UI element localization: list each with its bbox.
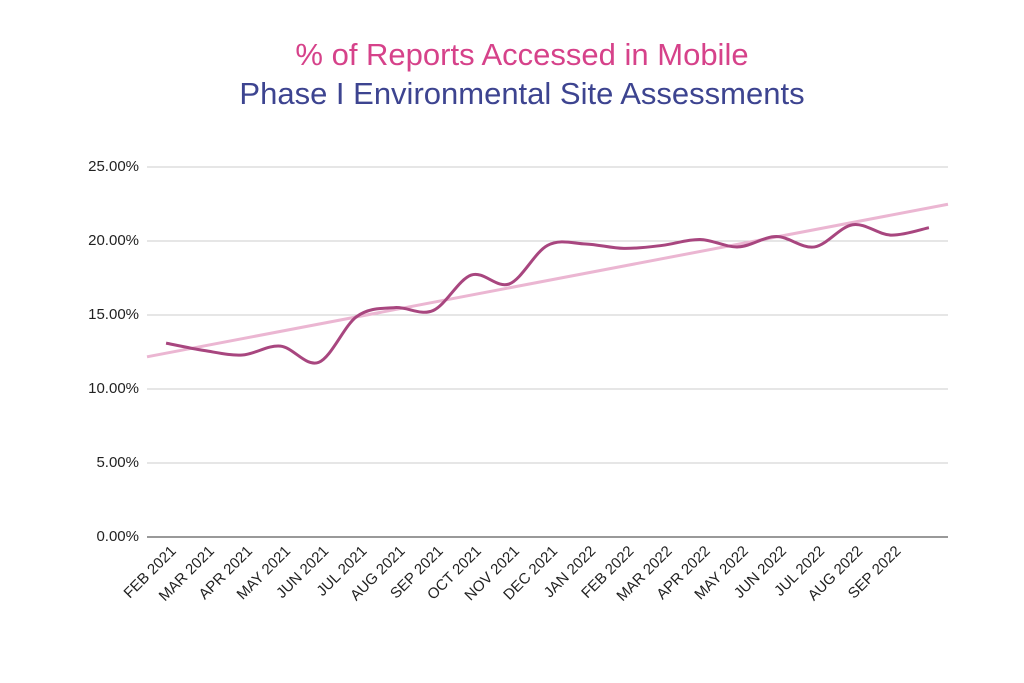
y-tick-label: 0.00% <box>96 528 139 545</box>
y-tick-label: 5.00% <box>96 454 139 471</box>
trendline <box>146 202 949 359</box>
chart-subtitle: Phase I Environmental Site Assessments <box>239 76 804 111</box>
y-tick-label: 20.00% <box>88 232 139 249</box>
y-tick-label: 15.00% <box>88 306 139 323</box>
data-line <box>165 223 930 365</box>
chart-title: % of Reports Accessed in Mobile <box>295 37 748 72</box>
y-tick-label: 10.00% <box>88 380 139 397</box>
y-tick-label: 25.00% <box>88 158 139 175</box>
